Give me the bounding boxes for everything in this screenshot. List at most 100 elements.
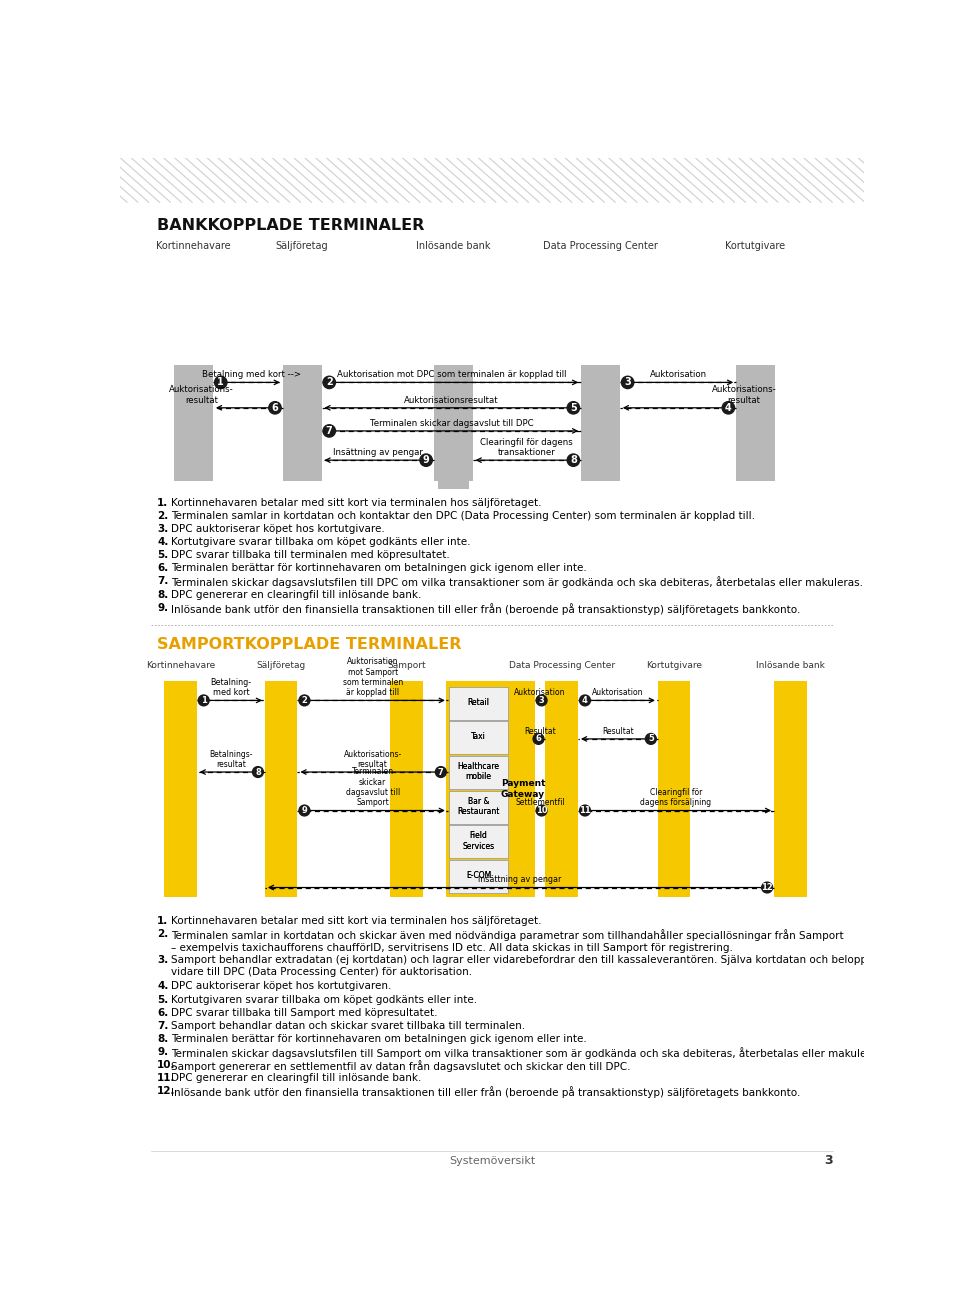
Text: Samport behandlar datan och skickar svaret tillbaka till terminalen.: Samport behandlar datan och skickar svar… [171,1020,525,1031]
Text: Terminalen
skickar
dagsavslut till
Samport: Terminalen skickar dagsavslut till Sampo… [346,767,399,807]
Circle shape [269,402,281,414]
Bar [175,365,213,481]
Bar [449,721,508,754]
Text: 2.: 2. [157,930,168,939]
Text: Clearingfil för dagens
transaktioner: Clearingfil för dagens transaktioner [481,437,573,457]
Text: Terminalen berättar för kortinnehavaren om betalningen gick igenom eller inte.: Terminalen berättar för kortinnehavaren … [171,1033,587,1044]
Circle shape [420,454,432,466]
Bar [449,860,508,893]
Text: Kortutgivare: Kortutgivare [646,662,702,670]
Text: DPC genererar en clearingfil till inlösande bank.: DPC genererar en clearingfil till inlösa… [171,590,421,600]
Circle shape [645,734,657,744]
Text: Auktorisation: Auktorisation [649,370,707,379]
Bar [449,825,508,859]
Text: Inlösande bank utför den finansiella transaktionen till eller från (beroende på : Inlösande bank utför den finansiella tra… [171,603,801,614]
Text: BANKKOPPLADE TERMINALER: BANKKOPPLADE TERMINALER [157,218,424,232]
Bar [449,825,508,859]
Text: 3.: 3. [157,524,168,534]
Circle shape [537,695,547,706]
Circle shape [252,767,263,777]
Text: Betalning med kort -->: Betalning med kort --> [203,370,301,379]
Circle shape [436,767,446,777]
Text: 5.: 5. [157,550,168,561]
Bar [438,458,468,488]
Text: Inlösande bank utför den finansiella transaktionen till eller från (beroende på : Inlösande bank utför den finansiella tra… [171,1086,801,1098]
Text: 1: 1 [201,696,206,705]
Text: Auktorisation: Auktorisation [592,688,644,697]
Circle shape [299,805,310,815]
Text: Auktorisation mot DPC som terminalen är kopplad till: Auktorisation mot DPC som terminalen är … [337,370,566,379]
Text: 10.: 10. [157,1060,176,1070]
Text: Auktorisations-
resultat: Auktorisations- resultat [169,385,233,404]
Text: 3.: 3. [157,956,168,965]
Text: Samport: Samport [388,662,426,670]
Bar [736,365,775,481]
Text: 2: 2 [325,377,332,387]
Text: Kortinnehavaren betalar med sitt kort via terminalen hos säljföretaget.: Kortinnehavaren betalar med sitt kort vi… [171,498,541,508]
Text: 9: 9 [422,456,429,465]
Text: SAMPORTKOPPLADE TERMINALER: SAMPORTKOPPLADE TERMINALER [157,637,462,651]
Circle shape [199,695,209,706]
Text: DPC auktoriserar köpet hos kortutgivaren.: DPC auktoriserar köpet hos kortutgivaren… [171,981,392,991]
Text: Healthcare
mobile: Healthcare mobile [457,762,499,781]
Text: Data Processing Center: Data Processing Center [509,662,614,670]
Text: 8: 8 [255,768,261,776]
Text: Terminalen skickar dagsavslut till DPC: Terminalen skickar dagsavslut till DPC [370,419,533,428]
Text: Kortinnehavare: Kortinnehavare [146,662,215,670]
Text: Samport genererar en settlementfil av datan från dagsavslutet och skickar den ti: Samport genererar en settlementfil av da… [171,1060,631,1071]
Bar [774,681,806,897]
Text: Settlementfil: Settlementfil [516,798,564,807]
Text: Terminalen samlar in kortdatan och skickar även med nödvändiga parametrar som ti: Terminalen samlar in kortdatan och skick… [171,930,844,953]
Text: 6: 6 [536,734,541,743]
Bar [449,687,508,720]
Text: Terminalen berättar för kortinnehavaren om betalningen gick igenom eller inte.: Terminalen berättar för kortinnehavaren … [171,563,587,574]
Text: Betalning-
med kort: Betalning- med kort [210,678,252,697]
Text: Betalnings-
resultat: Betalnings- resultat [209,750,252,769]
Bar [449,756,508,789]
Text: Kortinnehavare: Kortinnehavare [156,242,231,251]
Text: 5: 5 [648,734,654,743]
Circle shape [580,805,590,815]
Text: 7: 7 [325,425,332,436]
Text: Kortutgivare svarar tillbaka om köpet godkänts eller inte.: Kortutgivare svarar tillbaka om köpet go… [171,537,470,548]
Text: 11.: 11. [157,1073,176,1083]
Text: Field
Services: Field Services [463,831,494,851]
Circle shape [537,805,547,815]
Circle shape [533,734,544,744]
Text: 3: 3 [825,1154,833,1167]
Text: Auktorisations-
resultat: Auktorisations- resultat [711,385,777,404]
Text: DPC svarar tillbaka till Samport med köpresultatet.: DPC svarar tillbaka till Samport med köp… [171,1007,438,1018]
Circle shape [580,695,590,706]
Text: 8.: 8. [157,1033,168,1044]
Text: Auktorisationsresultat: Auktorisationsresultat [404,395,498,404]
Text: Auktorisation
mot Samport
som terminalen
är kopplad till: Auktorisation mot Samport som terminalen… [343,656,403,697]
Text: Resultat: Resultat [524,727,556,735]
Circle shape [761,882,773,893]
Text: Inlösande bank: Inlösande bank [416,242,491,251]
Text: 9: 9 [301,806,307,815]
Circle shape [567,454,580,466]
Circle shape [722,402,734,414]
Bar [449,756,508,789]
Text: DPC svarar tillbaka till terminalen med köpresultatet.: DPC svarar tillbaka till terminalen med … [171,550,450,561]
Text: 6: 6 [272,403,278,412]
Text: Bar &
Restaurant: Bar & Restaurant [457,797,499,815]
Text: Säljföretag: Säljföretag [276,242,328,251]
Bar [449,860,508,893]
Text: 10: 10 [536,806,547,815]
Text: Retail: Retail [468,697,490,706]
Text: Clearingfil för
dagens försäljning: Clearingfil för dagens försäljning [640,788,711,807]
Bar [391,681,423,897]
Text: 12.: 12. [157,1086,176,1096]
Text: Healthcare
mobile: Healthcare mobile [457,762,499,781]
Text: 4: 4 [725,403,732,412]
Bar [545,681,578,897]
Text: Kortinnehavaren betalar med sitt kort via terminalen hos säljföretaget.: Kortinnehavaren betalar med sitt kort vi… [171,916,541,926]
Text: 4.: 4. [157,537,169,548]
Bar [449,721,508,754]
Text: 1: 1 [217,377,224,387]
Text: 3: 3 [539,696,544,705]
Text: Säljföretag: Säljföretag [256,662,306,670]
Text: 1.: 1. [157,916,168,926]
Text: 7: 7 [438,768,444,776]
